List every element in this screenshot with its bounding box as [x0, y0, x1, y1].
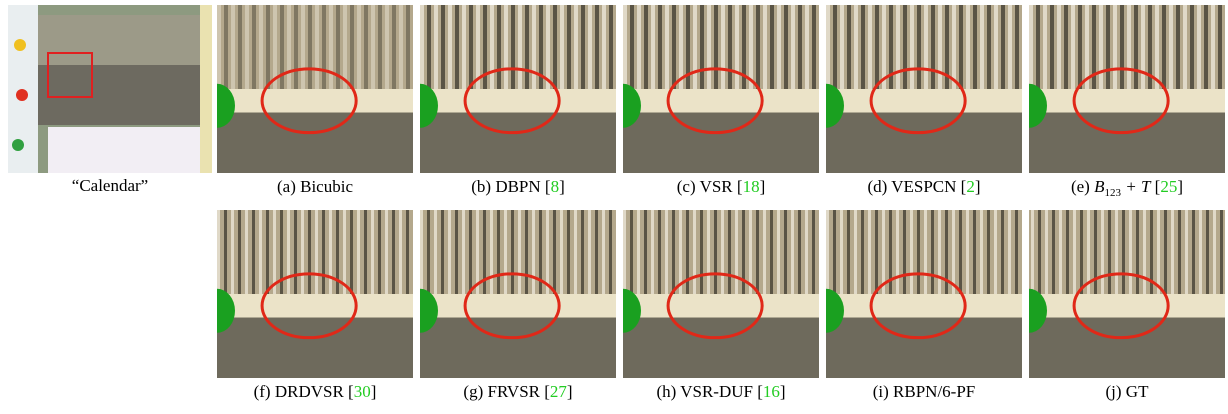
citation: 16 — [763, 382, 780, 401]
panel-label: (e) — [1071, 177, 1090, 196]
panel-image — [420, 5, 616, 173]
panel-image — [420, 210, 616, 378]
panel-caption: (j) GT — [1106, 382, 1149, 402]
panel-label: (c) VSR — [677, 177, 733, 196]
main-caption: “Calendar” — [72, 176, 148, 196]
panel-image — [623, 210, 819, 378]
math-base: B — [1094, 177, 1104, 196]
panel-image — [1029, 210, 1225, 378]
panel-caption: (i) RBPN/6-PF — [873, 382, 976, 402]
cite-close: ] — [559, 177, 565, 196]
panel-image — [217, 5, 413, 173]
panel-image — [826, 210, 1022, 378]
citation: 25 — [1160, 177, 1177, 196]
panel-label: (g) FRVSR — [463, 382, 540, 401]
panel-caption: (a) Bicubic — [277, 177, 353, 197]
panel-image — [623, 5, 819, 173]
panel-label: (d) VESPCN — [867, 177, 956, 196]
cite-close: ] — [760, 177, 766, 196]
panel-image — [217, 210, 413, 378]
panel-image — [1029, 5, 1225, 173]
panel-caption: (d) VESPCN [2] — [867, 177, 980, 197]
panel-label: (b) DBPN — [471, 177, 540, 196]
cite-close: ] — [567, 382, 573, 401]
cite-close: ] — [780, 382, 786, 401]
panel-caption: (b) DBPN [8] — [471, 177, 565, 197]
math-subscript: 123 — [1104, 187, 1121, 199]
citation: 8 — [551, 177, 560, 196]
panel-caption: (e) B123 + T [25] — [1071, 177, 1183, 199]
panel-caption: (h) VSR-DUF [16] — [656, 382, 785, 402]
panel-label: (f) DRDVSR — [254, 382, 344, 401]
panel-caption: (f) DRDVSR [30] — [254, 382, 377, 402]
panel-caption: (c) VSR [18] — [677, 177, 765, 197]
cite-close: ] — [1177, 177, 1183, 196]
citation: 30 — [354, 382, 371, 401]
math-rest: + T — [1125, 177, 1150, 196]
citation: 27 — [550, 382, 567, 401]
cite-close: ] — [975, 177, 981, 196]
panel-label: (i) RBPN/6-PF — [873, 382, 976, 401]
panel-label: (a) Bicubic — [277, 177, 353, 196]
panel-caption: (g) FRVSR [27] — [463, 382, 572, 402]
calendar-thumbnail — [8, 5, 212, 173]
figure: “Calendar” (a) Bicubic (b) DBPN [8] (c) VS… — [0, 0, 1228, 414]
panel-label: (j) GT — [1106, 382, 1149, 401]
panel-image — [826, 5, 1022, 173]
cite-close: ] — [371, 382, 377, 401]
citation: 18 — [743, 177, 760, 196]
panel-math: B123 + T — [1094, 177, 1150, 196]
panel-label: (h) VSR-DUF — [656, 382, 753, 401]
